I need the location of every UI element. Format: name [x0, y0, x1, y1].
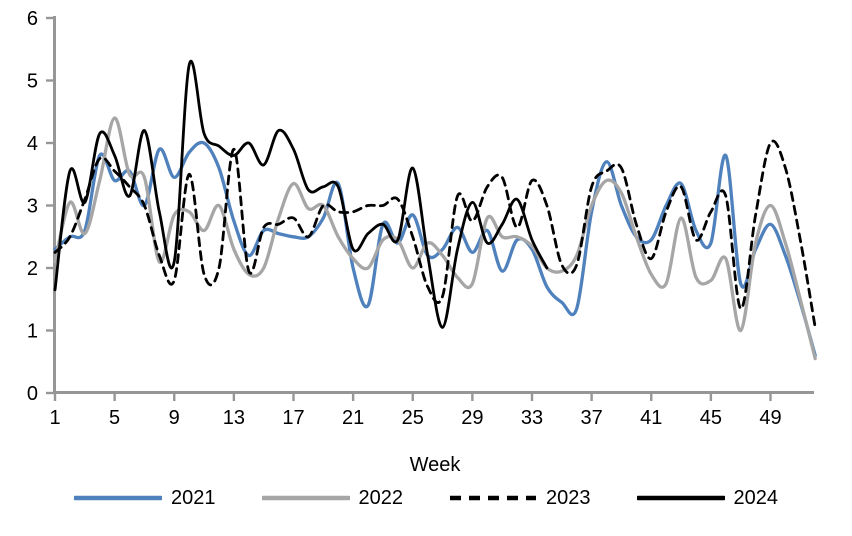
- x-tick-label: 37: [580, 407, 602, 429]
- x-tick-label: 49: [759, 407, 781, 429]
- y-tick-label: 6: [27, 8, 38, 30]
- legend-line-2023: [450, 495, 536, 501]
- legend-line-2021: [74, 495, 162, 501]
- axes: [46, 16, 814, 401]
- legend-item-2021: 2021: [74, 488, 216, 508]
- y-tick-label: 0: [27, 383, 38, 405]
- legend-line-2024: [636, 495, 725, 501]
- series-lines: [53, 59, 817, 361]
- y-tick-label: 4: [27, 133, 38, 155]
- y-tick-label: 5: [27, 71, 38, 93]
- legend-label-2022: 2022: [358, 487, 404, 509]
- x-tick-label: 45: [700, 407, 722, 429]
- x-tick-label: 21: [342, 407, 364, 429]
- y-tick-label: 2: [27, 258, 38, 280]
- legend-label-2024: 2024: [733, 487, 779, 509]
- x-tick-label: 41: [640, 407, 662, 429]
- x-tick-label: 1: [49, 407, 60, 429]
- legend-line-2022: [261, 495, 350, 501]
- series-2021-line: [53, 140, 817, 358]
- x-tick-label: 25: [402, 407, 424, 429]
- legend-item-2022: 2022: [261, 487, 404, 509]
- x-axis-title: Week: [410, 454, 462, 476]
- legend-label-2023: 2023: [546, 487, 591, 509]
- x-tick-label: 33: [521, 407, 543, 429]
- x-tick-label: 5: [109, 407, 120, 429]
- x-tick-label: 13: [223, 407, 245, 429]
- y-tick-label: 1: [27, 321, 38, 343]
- x-tick-label: 17: [282, 407, 304, 429]
- legend-label-2021: 2021: [171, 487, 216, 509]
- legend-item-2023: 2023: [449, 488, 591, 508]
- x-tick-label: 29: [461, 407, 483, 429]
- y-tick-label: 3: [27, 196, 38, 218]
- x-tick-label: 9: [169, 407, 180, 429]
- legend: 2021 2022 2023 2024: [0, 488, 852, 508]
- series-2024-line: [53, 59, 549, 329]
- legend-item-2024: 2024: [636, 487, 779, 509]
